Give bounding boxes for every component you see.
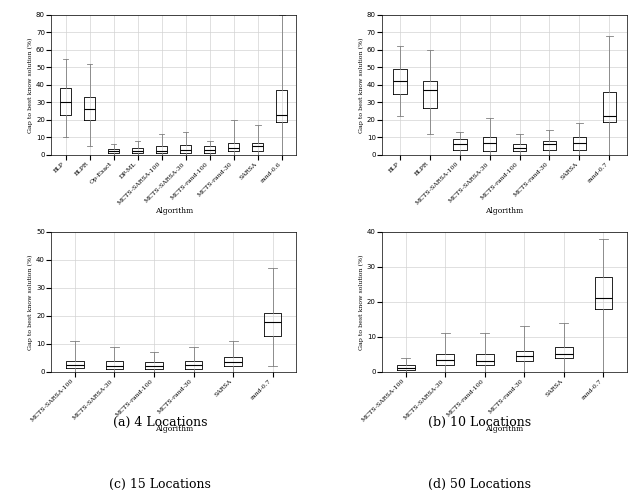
X-axis label: Algorithm: Algorithm xyxy=(486,425,524,433)
Y-axis label: Gap to best know solution (%): Gap to best know solution (%) xyxy=(359,37,364,132)
Text: (d) 50 Locations: (d) 50 Locations xyxy=(429,478,531,491)
X-axis label: Algorithm: Algorithm xyxy=(155,425,193,433)
Y-axis label: Gap to best know solution (%): Gap to best know solution (%) xyxy=(359,254,364,350)
Y-axis label: Gap to best know solution (%): Gap to best know solution (%) xyxy=(28,37,33,132)
Text: (b) 10 Locations: (b) 10 Locations xyxy=(428,416,532,429)
X-axis label: Algorithm: Algorithm xyxy=(155,207,193,215)
Text: (a) 4 Locations: (a) 4 Locations xyxy=(113,416,207,429)
Y-axis label: Gap to best know solution (%): Gap to best know solution (%) xyxy=(28,254,33,350)
X-axis label: Algorithm: Algorithm xyxy=(486,207,524,215)
Text: (c) 15 Locations: (c) 15 Locations xyxy=(109,478,211,491)
